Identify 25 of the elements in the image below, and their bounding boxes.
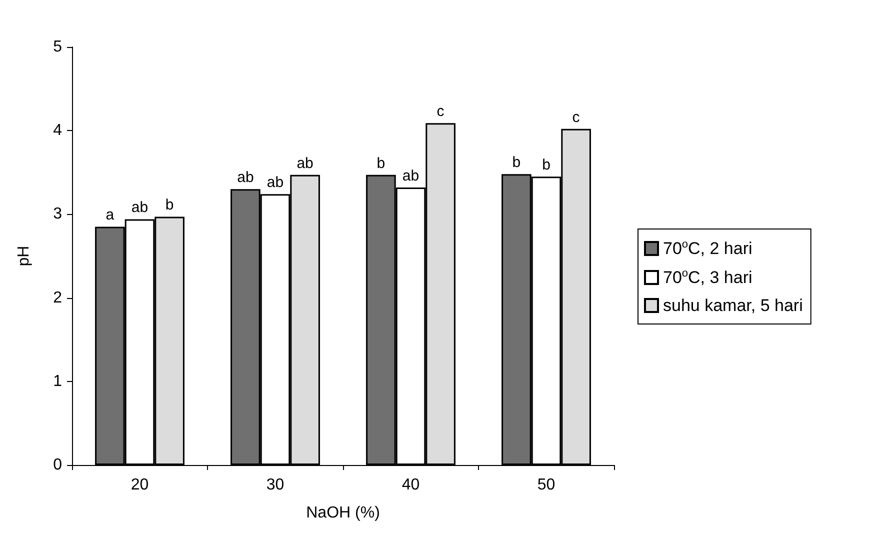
data-label: b (376, 154, 386, 172)
y-tick-label: 4 (53, 122, 62, 140)
x-tick-label: 20 (130, 476, 149, 494)
data-label: ab (237, 169, 254, 186)
x-axis-title: NaOH (%) (306, 504, 380, 522)
data-label: c (436, 103, 445, 120)
data-label: b (542, 156, 550, 174)
data-label: ab (131, 199, 148, 216)
data-label: ab (402, 167, 420, 184)
legend-label: suhu kamar, 5 hari (663, 296, 803, 315)
data-label: b (165, 196, 174, 214)
y-axis-title: pH (16, 246, 32, 266)
data-label: c (572, 108, 580, 126)
data-label: a (106, 206, 115, 224)
data-label: ab (296, 154, 314, 172)
x-tick-label: 40 (402, 476, 420, 494)
y-tick-label: 3 (53, 206, 62, 223)
data-label: b (512, 154, 521, 172)
x-tick-label: 50 (537, 476, 556, 494)
y-tick-label: 0 (53, 456, 62, 474)
y-tick-label: 5 (53, 38, 62, 56)
y-tick-label: 1 (53, 372, 62, 390)
data-label: ab (266, 174, 284, 192)
x-tick-label: 30 (266, 476, 284, 494)
y-tick-label: 2 (53, 289, 62, 306)
